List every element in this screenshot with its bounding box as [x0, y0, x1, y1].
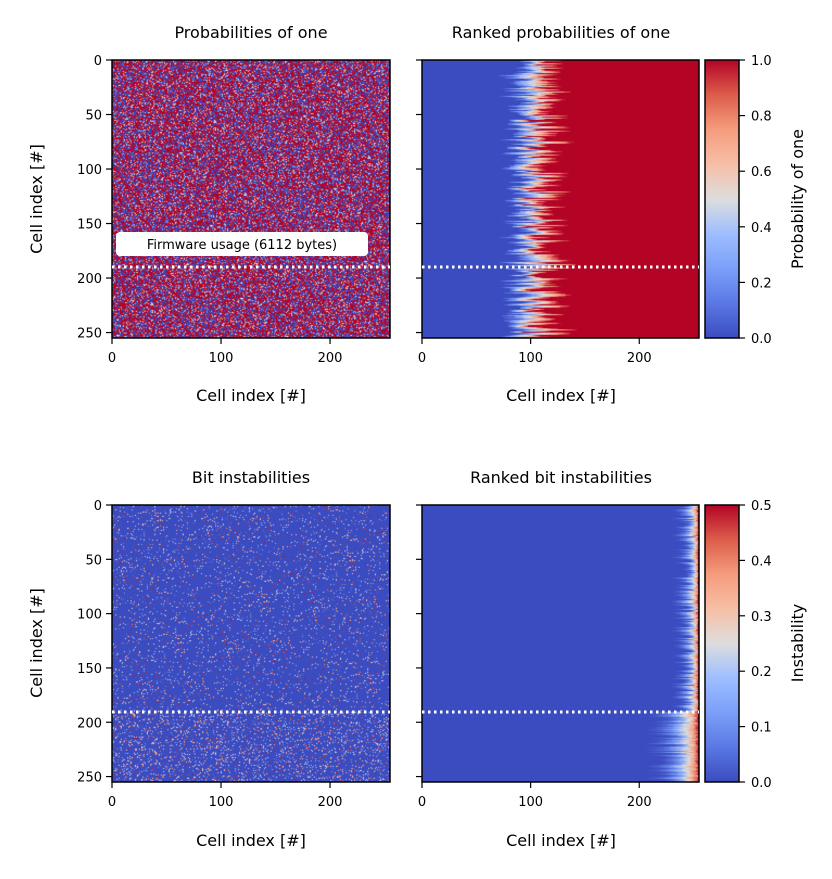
y-tick-label: 250 — [77, 771, 102, 786]
panel-probabilities: Probabilities of one Firmware usage (611… — [27, 23, 391, 405]
x-tick-label: 0 — [108, 351, 116, 366]
colorbar-tick-label: 0.3 — [751, 610, 772, 625]
panel-title: Ranked bit instabilities — [470, 468, 652, 487]
colorbar-label: Probability of one — [788, 129, 807, 269]
axes-frame — [421, 59, 700, 339]
y-axis-label: Cell index [#] — [27, 144, 46, 254]
x-tick-label: 100 — [209, 351, 234, 366]
x-tick-label: 0 — [108, 795, 116, 810]
x-tick-label: 200 — [318, 795, 343, 810]
colorbar-tick-label: 0.2 — [751, 665, 772, 680]
y-ticks — [416, 504, 422, 778]
x-axis-label: Cell index [#] — [506, 386, 616, 405]
colorbar-tick-label: 0.4 — [751, 221, 772, 236]
heatmap-ranked-instabilities — [422, 505, 699, 782]
colorbar-tick-label: 0.4 — [751, 554, 772, 569]
x-tick-label: 100 — [209, 795, 234, 810]
colorbar-probability: 0.0 0.2 0.4 0.6 0.8 1.0 Probability of one — [704, 54, 807, 347]
y-tick-label: 200 — [77, 272, 102, 287]
colorbar-tick-label: 0.6 — [751, 165, 772, 180]
x-tick-label: 200 — [627, 351, 652, 366]
annotation-box: Firmware usage (6112 bytes) — [116, 232, 368, 256]
colorbar-instability: 0.0 0.1 0.2 0.3 0.4 0.5 Instability — [704, 499, 807, 791]
y-axis-label: Cell index [#] — [27, 588, 46, 698]
y-tick-label: 250 — [77, 327, 102, 342]
x-tick-label: 0 — [418, 795, 426, 810]
colorbar-tick-label: 0.8 — [751, 110, 772, 125]
y-ticks: 0 50 100 150 200 250 — [77, 499, 112, 786]
x-ticks: 0 100 200 — [108, 782, 343, 810]
panel-instabilities: Bit instabilities 0 50 100 150 200 250 0 100 20… — [27, 468, 391, 850]
y-tick-label: 150 — [77, 218, 102, 233]
y-tick-label: 0 — [94, 499, 102, 514]
y-tick-label: 50 — [85, 109, 102, 124]
colorbar-tick-label: 0.1 — [751, 721, 772, 736]
y-tick-label: 100 — [77, 163, 102, 178]
heatmap-ranked-probabilities — [422, 60, 699, 338]
y-tick-label: 50 — [85, 553, 102, 568]
colorbar-tick-label: 0.0 — [751, 332, 772, 347]
axes-frame — [421, 504, 700, 783]
x-tick-label: 100 — [518, 795, 543, 810]
x-axis-label: Cell index [#] — [196, 831, 306, 850]
y-tick-label: 100 — [77, 608, 102, 623]
axes-frame — [111, 59, 391, 339]
x-tick-label: 0 — [418, 351, 426, 366]
panel-title: Ranked probabilities of one — [452, 23, 670, 42]
panel-title: Bit instabilities — [192, 468, 310, 487]
y-ticks — [416, 59, 422, 334]
x-tick-label: 200 — [627, 795, 652, 810]
x-tick-label: 100 — [518, 351, 543, 366]
x-axis-label: Cell index [#] — [506, 831, 616, 850]
y-tick-label: 150 — [77, 662, 102, 677]
colorbar-gradient — [704, 59, 740, 339]
y-tick-label: 200 — [77, 716, 102, 731]
x-ticks: 0 100 200 — [418, 338, 652, 366]
axes-frame — [111, 504, 391, 783]
panel-title: Probabilities of one — [174, 23, 327, 42]
x-ticks: 0 100 200 — [418, 782, 652, 810]
x-axis-label: Cell index [#] — [196, 386, 306, 405]
x-tick-label: 200 — [318, 351, 343, 366]
panel-ranked-probabilities: Ranked probabilities of one 0 100 200 Cell… — [416, 23, 700, 405]
colorbar-gradient — [704, 504, 740, 783]
colorbar-tick-label: 0.2 — [751, 276, 772, 291]
colorbar-tick-label: 0.0 — [751, 776, 772, 791]
y-ticks: 0 50 100 150 200 250 — [77, 54, 112, 342]
colorbar-tick-label: 0.5 — [751, 499, 772, 514]
heatmap-instabilities — [112, 505, 390, 782]
colorbar-ticks: 0.0 0.2 0.4 0.6 0.8 1.0 — [739, 54, 772, 347]
colorbar-label: Instability — [788, 604, 807, 683]
colorbar-ticks: 0.0 0.1 0.2 0.3 0.4 0.5 — [739, 499, 772, 791]
panel-ranked-instabilities: Ranked bit instabilities 0 100 200 Cell in… — [416, 468, 700, 850]
annotation-text: Firmware usage (6112 bytes) — [147, 238, 337, 253]
y-tick-label: 0 — [94, 54, 102, 69]
heatmap-probabilities — [112, 60, 390, 338]
x-ticks: 0 100 200 — [108, 338, 343, 366]
colorbar-tick-label: 1.0 — [751, 54, 772, 69]
